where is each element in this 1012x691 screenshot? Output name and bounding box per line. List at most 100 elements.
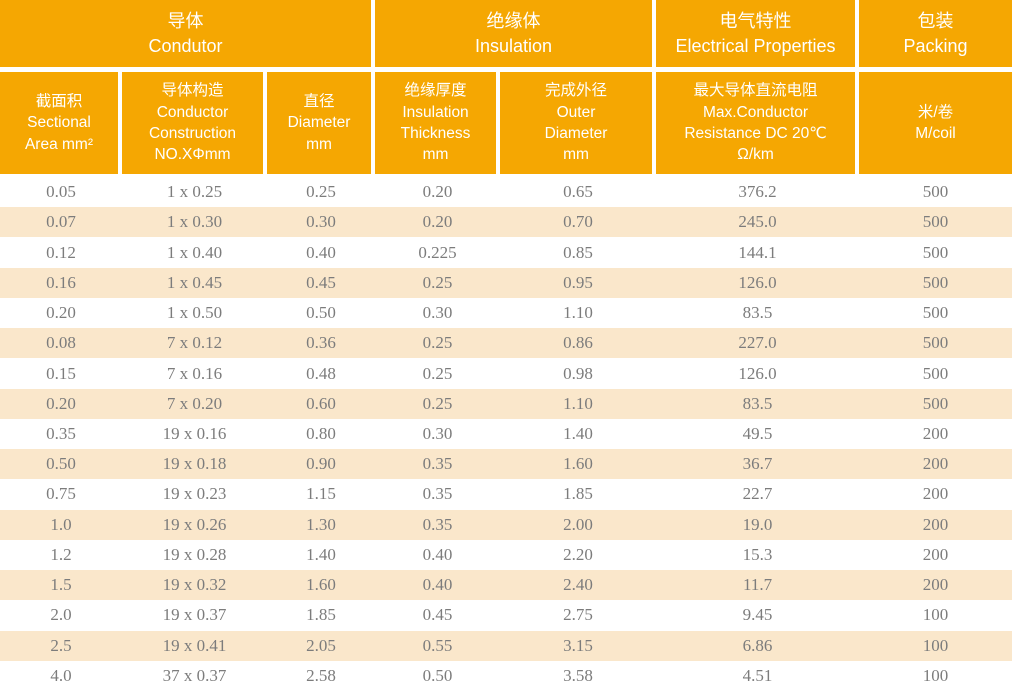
table-cell: 1.85 <box>267 600 376 631</box>
table-cell: 0.40 <box>267 237 376 268</box>
table-cell: 4.0 <box>0 660 122 691</box>
table-cell: 0.25 <box>375 328 501 359</box>
col-header-diameter: 直径 Diameter mm <box>267 72 376 177</box>
table-cell: 19.0 <box>656 509 860 540</box>
table-cell: 100 <box>859 660 1012 691</box>
table-cell: 1.60 <box>267 570 376 601</box>
table-cell: 0.55 <box>375 630 501 661</box>
table-cell: 500 <box>859 358 1012 389</box>
table-cell: 500 <box>859 207 1012 238</box>
table-row: 0.12 1 x 0.40 0.40 0.225 0.85 144.1 500 <box>0 237 1012 268</box>
table-cell: 0.45 <box>375 600 501 631</box>
table-cell: 1 x 0.45 <box>122 267 267 298</box>
table-row: 0.15 7 x 0.16 0.48 0.25 0.98 126.0 500 <box>0 358 1012 389</box>
table-cell: 0.07 <box>0 207 122 238</box>
table-cell: 37 x 0.37 <box>122 660 267 691</box>
table-cell: 1.10 <box>500 388 657 419</box>
table-cell: 0.25 <box>375 267 501 298</box>
table-cell: 36.7 <box>656 449 860 480</box>
table-cell: 0.30 <box>375 297 501 329</box>
table-cell: 0.35 <box>375 509 501 540</box>
table-cell: 0.40 <box>375 539 501 571</box>
table-cell: 100 <box>859 630 1012 661</box>
table-row: 0.20 7 x 0.20 0.60 0.25 1.10 83.5 500 <box>0 388 1012 419</box>
col-header-conductor-construction: 导体构造 Conductor Construction NO.XΦmm <box>122 72 267 177</box>
table-cell: 500 <box>859 388 1012 419</box>
group-header-conductor-zh: 导体 <box>167 11 204 32</box>
table-cell: 1.60 <box>500 449 657 480</box>
table-cell: 0.16 <box>0 267 122 298</box>
group-header-conductor-en: Condutor <box>148 35 223 56</box>
table-cell: 0.05 <box>0 177 122 208</box>
group-header-electrical-properties: 电气特性 Electrical Properties <box>656 0 860 72</box>
table-cell: 0.20 <box>375 177 501 208</box>
table-cell: 0.45 <box>267 267 376 298</box>
table-cell: 144.1 <box>656 237 860 268</box>
table-cell: 200 <box>859 479 1012 510</box>
table-cell: 100 <box>859 600 1012 631</box>
table-cell: 0.70 <box>500 207 657 238</box>
table-cell: 0.50 <box>267 297 376 329</box>
table-cell: 245.0 <box>656 207 860 238</box>
table-cell: 0.85 <box>500 237 657 268</box>
group-header-packing-en: Packing <box>903 35 968 56</box>
table-cell: 19 x 0.41 <box>122 630 267 661</box>
col-header-insulation-thickness: 绝缘厚度 Insulation Thickness mm <box>375 72 501 177</box>
group-header-conductor: 导体 Condutor <box>0 0 376 72</box>
table-cell: 0.36 <box>267 328 376 359</box>
table-cell: 2.0 <box>0 600 122 631</box>
table-cell: 1 x 0.50 <box>122 297 267 329</box>
table-cell: 0.15 <box>0 358 122 389</box>
table-cell: 9.45 <box>656 600 860 631</box>
col-header-max-resistance: 最大导体直流电阻 Max.Conductor Resistance DC 20℃… <box>656 72 860 177</box>
table-cell: 2.5 <box>0 630 122 661</box>
group-header-packing-zh: 包装 <box>917 11 954 32</box>
table-cell: 227.0 <box>656 328 860 359</box>
table-cell: 0.20 <box>0 297 122 329</box>
table-cell: 0.98 <box>500 358 657 389</box>
table-cell: 15.3 <box>656 539 860 571</box>
table-cell: 19 x 0.23 <box>122 479 267 510</box>
table-cell: 19 x 0.26 <box>122 509 267 540</box>
group-header-packing: 包装 Packing <box>859 0 1012 72</box>
table-cell: 0.25 <box>375 358 501 389</box>
table-cell: 0.80 <box>267 418 376 450</box>
table-row: 0.08 7 x 0.12 0.36 0.25 0.86 227.0 500 <box>0 328 1012 359</box>
table-cell: 0.95 <box>500 267 657 298</box>
table-cell: 0.35 <box>375 479 501 510</box>
table-cell: 1 x 0.40 <box>122 237 267 268</box>
table-cell: 500 <box>859 297 1012 329</box>
table-cell: 0.50 <box>0 449 122 480</box>
table-cell: 0.50 <box>375 660 501 691</box>
table-cell: 19 x 0.28 <box>122 539 267 571</box>
table-cell: 2.00 <box>500 509 657 540</box>
table-cell: 0.25 <box>267 177 376 208</box>
table-cell: 2.05 <box>267 630 376 661</box>
table-cell: 0.30 <box>375 418 501 450</box>
table-cell: 376.2 <box>656 177 860 208</box>
table-cell: 0.90 <box>267 449 376 480</box>
table-cell: 0.20 <box>0 388 122 419</box>
table-cell: 0.86 <box>500 328 657 359</box>
table-cell: 0.40 <box>375 570 501 601</box>
table-cell: 2.58 <box>267 660 376 691</box>
column-header-row: 截面积 Sectional Area mm² 导体构造 Conductor Co… <box>0 72 1012 177</box>
table-cell: 19 x 0.16 <box>122 418 267 450</box>
table-cell: 1 x 0.25 <box>122 177 267 208</box>
group-header-electrical-en: Electrical Properties <box>675 35 836 56</box>
table-cell: 11.7 <box>656 570 860 601</box>
table-cell: 1.15 <box>267 479 376 510</box>
table-row: 0.20 1 x 0.50 0.50 0.30 1.10 83.5 500 <box>0 297 1012 329</box>
table-cell: 200 <box>859 418 1012 450</box>
table-cell: 7 x 0.20 <box>122 388 267 419</box>
table-cell: 49.5 <box>656 418 860 450</box>
table-cell: 6.86 <box>656 630 860 661</box>
spec-table-body: 0.05 1 x 0.25 0.25 0.20 0.65 376.2 500 0.07 1 x … <box>0 177 1012 691</box>
table-row: 0.16 1 x 0.45 0.45 0.25 0.95 126.0 500 <box>0 267 1012 298</box>
table-cell: 83.5 <box>656 388 860 419</box>
col-header-sectional-area: 截面积 Sectional Area mm² <box>0 72 122 177</box>
table-cell: 19 x 0.37 <box>122 600 267 631</box>
table-cell: 200 <box>859 509 1012 540</box>
group-header-insulation: 绝缘体 Insulation <box>375 0 657 72</box>
